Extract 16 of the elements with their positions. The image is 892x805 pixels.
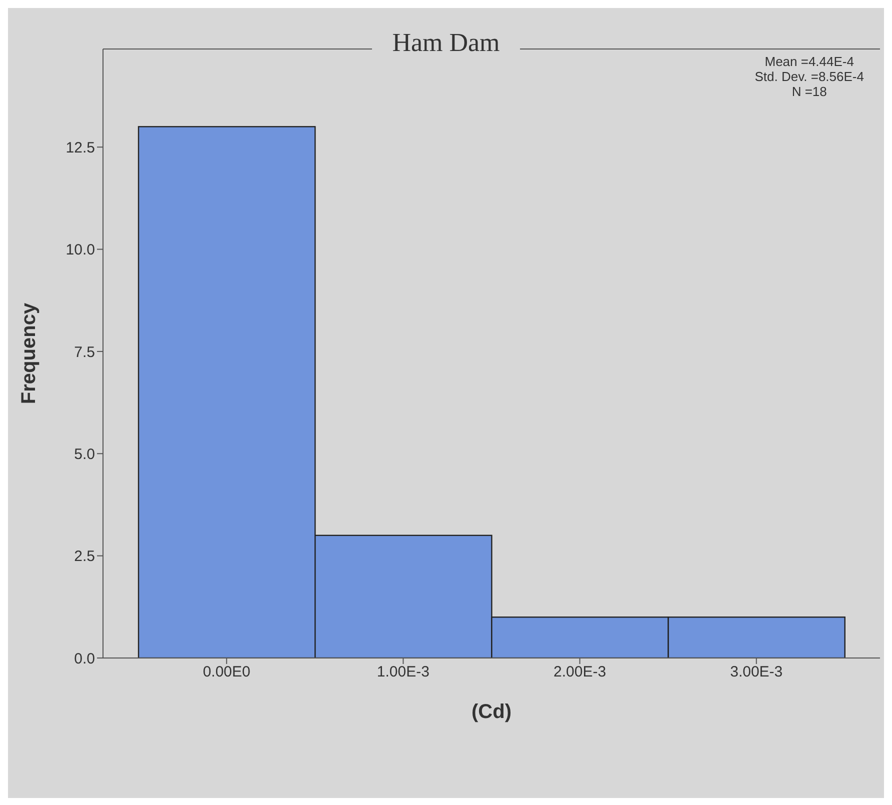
y-tick-label: 7.5 xyxy=(74,344,95,361)
chart-title: Ham Dam xyxy=(372,28,520,57)
y-tick-label: 10.0 xyxy=(66,242,95,259)
x-tick-label: 3.00E-3 xyxy=(730,664,783,681)
annotation: N =18 xyxy=(790,84,828,99)
annotation: Mean =4.44E-4 xyxy=(764,54,855,69)
x-tick-label: 2.00E-3 xyxy=(554,664,606,681)
y-tick-label: 0.0 xyxy=(74,650,95,668)
y-tick-label: 12.5 xyxy=(66,139,95,156)
y-axis-title: Frequency xyxy=(18,302,40,404)
y-tick-label: 2.5 xyxy=(74,548,95,566)
x-axis-title: (Cd) xyxy=(472,701,512,723)
x-tick-label: 1.00E-3 xyxy=(376,664,430,681)
y-tick-label: 5.0 xyxy=(74,446,95,463)
x-tick-label: 0.00E0 xyxy=(202,664,250,681)
annotation: Std. Dev. =8.56E-4 xyxy=(754,69,864,84)
